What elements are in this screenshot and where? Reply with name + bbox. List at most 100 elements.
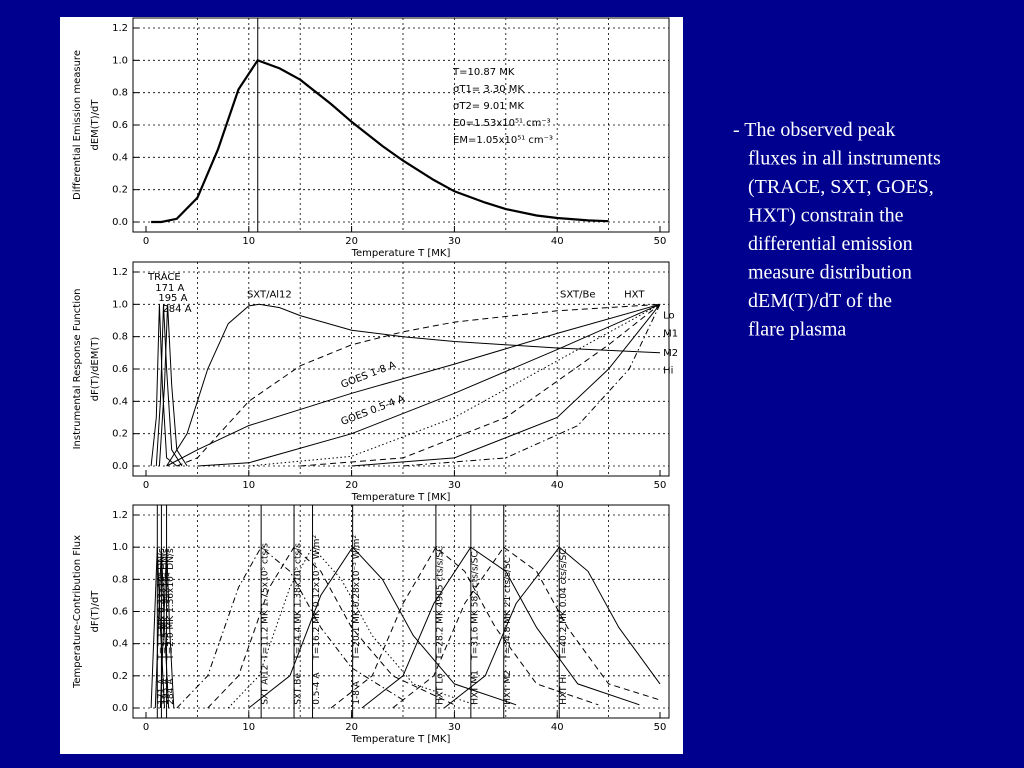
x-tick-label: 50 xyxy=(654,722,667,733)
x-tick-label: 30 xyxy=(448,480,461,491)
series-label: 195 A xyxy=(161,678,171,705)
series-label: SXT Be xyxy=(294,673,304,705)
line-series xyxy=(166,303,661,467)
bullet-line: measure distribution xyxy=(748,262,912,284)
y-tick-label: 0.4 xyxy=(112,152,128,163)
x-tick-label: 0 xyxy=(143,480,149,491)
series-label: 195 A xyxy=(158,293,187,304)
x-tick-label: 50 xyxy=(654,236,667,247)
series-label: M1 xyxy=(663,328,678,339)
bullet-line: flare plasma xyxy=(748,319,846,341)
x-tick-label: 30 xyxy=(448,722,461,733)
series-annotation: T=16.2 MK 0.12x10⁻⁵ W/m² xyxy=(312,535,322,661)
line-series xyxy=(227,546,476,709)
x-axis-label: Temperature T [MK] xyxy=(351,492,451,503)
line-series xyxy=(176,546,404,709)
line-series xyxy=(150,304,178,467)
figure: 0.0 0.2 0.4 0.6 0.8 1.0 1.2 0 10 20 30 40 50 Temperat… xyxy=(72,17,678,745)
x-tick-label: 20 xyxy=(345,236,358,247)
series-annotation: T=2.0 MK 1.36x10⁴ DN/s xyxy=(166,548,176,661)
series-label: SXT/Al12 xyxy=(247,290,292,301)
x-tick-label: 0 xyxy=(143,722,149,733)
line-series xyxy=(207,546,455,709)
series-annotation: T=20.1 MK 0.28x10⁻³ W/m² xyxy=(352,535,362,661)
bullet-line: fluxes in all instruments xyxy=(748,148,941,170)
annotation: σT2= 9.01 MK xyxy=(453,101,524,112)
y-axis-label: dF(T)/dT xyxy=(90,590,101,633)
series-label: Hi xyxy=(663,366,673,377)
y-tick-label: 0.6 xyxy=(112,120,128,131)
line-series xyxy=(248,546,517,709)
y-tick-label: 0.0 xyxy=(112,461,128,472)
line-series xyxy=(392,546,661,709)
series-annotation: T=14.4 MK 1.38x10⁵ cts/s xyxy=(294,543,304,661)
line-series xyxy=(300,303,661,467)
y-tick-label: 0.0 xyxy=(112,217,128,228)
series-annotation: T=28.2 MK 4905 cts/s/SC xyxy=(435,546,445,661)
y-axis-label: dEM(T)/dT xyxy=(90,99,101,151)
x-axis-label: Temperature T [MK] xyxy=(351,734,451,745)
x-tick-label: 20 xyxy=(345,722,358,733)
y-tick-label: 1.2 xyxy=(112,510,128,521)
series-annotation: T=1.5 MK 1.94x10⁵ DN/s xyxy=(161,548,171,661)
series-label: SXT/Be xyxy=(560,290,596,301)
line-series xyxy=(158,304,188,467)
y-tick-label: 0.2 xyxy=(112,429,128,440)
bullet-text: - The observed peak fluxes in all instrum… xyxy=(733,119,941,341)
series-label: 284 A xyxy=(166,678,176,705)
x-tick-label: 10 xyxy=(242,236,255,247)
x-tick-label: 20 xyxy=(345,480,358,491)
series-label: SXT Al12 xyxy=(261,665,271,705)
line-series xyxy=(197,303,661,467)
series-label: 1-8 A xyxy=(352,680,362,705)
y-axis-label: Differential Emission measure xyxy=(72,50,83,200)
annotation: HXT xyxy=(624,290,645,301)
y-tick-label: 0.8 xyxy=(112,88,128,99)
line-series xyxy=(402,304,661,467)
line-series xyxy=(361,546,640,709)
y-tick-label: 0.2 xyxy=(112,671,128,682)
y-tick-label: 0.8 xyxy=(112,574,128,585)
y-tick-label: 0.0 xyxy=(112,703,128,714)
x-tick-label: 40 xyxy=(551,480,564,491)
series-label: HXT M2 xyxy=(503,670,513,705)
x-tick-label: 50 xyxy=(654,480,667,491)
annotation: T=10.87 MK xyxy=(452,67,515,78)
y-tick-label: 0.6 xyxy=(112,364,128,375)
series-label: Lo xyxy=(663,311,675,322)
annotation: E0=1.53x10⁵¹ cm⁻³ xyxy=(453,118,551,129)
series-label: 284 A xyxy=(162,304,191,315)
y-axis-label: Temperature-Contribution Flux xyxy=(72,535,83,689)
x-tick-label: 40 xyxy=(551,236,564,247)
bullet-line: differential emission xyxy=(748,233,913,255)
y-tick-label: 1.0 xyxy=(112,299,128,310)
bullet-line: dEM(T)/dT of the xyxy=(748,290,892,312)
line-series xyxy=(351,303,661,467)
y-tick-label: 0.4 xyxy=(112,639,128,650)
x-axis-label: Temperature T [MK] xyxy=(351,248,451,259)
x-tick-label: 10 xyxy=(242,722,255,733)
y-axis-label: Instrumental Response Function xyxy=(72,289,83,450)
bullet-line: (TRACE, SXT, GOES, xyxy=(748,176,934,198)
y-axis-label: dF(T)/dEM(T) xyxy=(90,337,101,402)
y-tick-label: 1.0 xyxy=(112,542,128,553)
y-tick-label: 0.6 xyxy=(112,607,128,618)
series-label: HXT Hi xyxy=(559,674,569,704)
line-series xyxy=(166,303,661,467)
x-tick-label: 0 xyxy=(143,236,149,247)
series-label: 171 A xyxy=(155,283,184,294)
x-tick-label: 40 xyxy=(551,722,564,733)
bullet-line: HXT) constrain the xyxy=(748,205,904,227)
y-tick-label: 1.2 xyxy=(112,267,128,278)
series-label: HXT M1 xyxy=(470,670,480,705)
y-tick-label: 0.4 xyxy=(112,396,128,407)
annotation: σT1= 3.30 MK xyxy=(453,84,524,95)
line-series xyxy=(330,546,599,709)
annotation: TRACE xyxy=(147,272,181,283)
line-series xyxy=(176,303,661,467)
x-tick-label: 10 xyxy=(242,480,255,491)
y-tick-label: 0.2 xyxy=(112,185,128,196)
series-label: 0.5-4 A xyxy=(312,672,322,705)
